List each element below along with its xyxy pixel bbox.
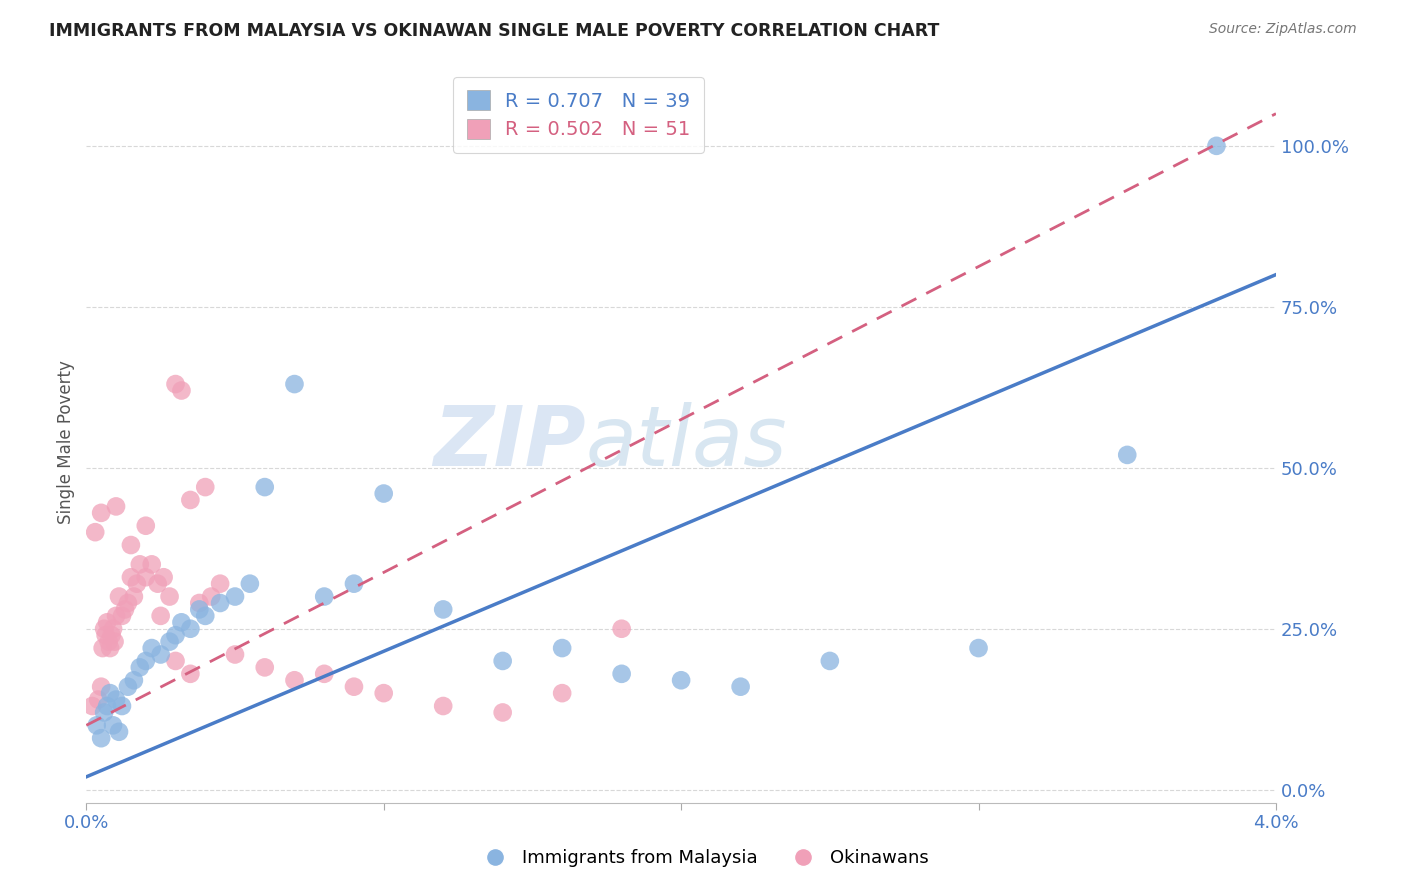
Point xyxy=(87,692,110,706)
Point xyxy=(610,666,633,681)
Point xyxy=(141,641,163,656)
Point xyxy=(98,686,121,700)
Point xyxy=(551,641,574,656)
Text: atlas: atlas xyxy=(586,401,787,483)
Point xyxy=(97,634,120,648)
Point xyxy=(343,576,366,591)
Point xyxy=(122,673,145,688)
Point xyxy=(432,602,454,616)
Point xyxy=(432,698,454,713)
Point xyxy=(1116,448,1139,462)
Point xyxy=(283,673,305,688)
Point xyxy=(105,608,128,623)
Point xyxy=(209,576,232,591)
Point xyxy=(730,680,752,694)
Point xyxy=(152,570,174,584)
Point xyxy=(96,615,118,630)
Point xyxy=(120,570,142,584)
Point xyxy=(108,590,131,604)
Point xyxy=(551,686,574,700)
Point xyxy=(93,706,115,720)
Point xyxy=(1205,139,1227,153)
Point xyxy=(91,641,114,656)
Y-axis label: Single Male Poverty: Single Male Poverty xyxy=(58,360,75,524)
Text: ZIP: ZIP xyxy=(433,401,586,483)
Point xyxy=(105,500,128,514)
Point xyxy=(90,506,112,520)
Point xyxy=(209,596,232,610)
Point xyxy=(159,634,181,648)
Point xyxy=(492,654,515,668)
Point xyxy=(610,622,633,636)
Legend: R = 0.707   N = 39, R = 0.502   N = 51: R = 0.707 N = 39, R = 0.502 N = 51 xyxy=(453,77,704,153)
Point xyxy=(149,608,172,623)
Point xyxy=(100,628,122,642)
Point xyxy=(314,666,336,681)
Point xyxy=(224,590,246,604)
Point xyxy=(188,596,211,610)
Point xyxy=(967,641,990,656)
Point xyxy=(114,602,136,616)
Point xyxy=(105,692,128,706)
Point xyxy=(135,570,157,584)
Point xyxy=(165,628,187,642)
Point xyxy=(314,590,336,604)
Point xyxy=(117,680,139,694)
Point xyxy=(90,680,112,694)
Point xyxy=(86,718,108,732)
Point xyxy=(239,576,262,591)
Point xyxy=(188,602,211,616)
Point xyxy=(98,641,121,656)
Point xyxy=(84,525,107,540)
Point xyxy=(373,486,395,500)
Point xyxy=(141,558,163,572)
Point xyxy=(93,622,115,636)
Point xyxy=(170,615,193,630)
Point xyxy=(200,590,222,604)
Point xyxy=(82,698,104,713)
Point xyxy=(253,480,276,494)
Point xyxy=(117,596,139,610)
Point xyxy=(108,724,131,739)
Point xyxy=(253,660,276,674)
Point xyxy=(818,654,841,668)
Point xyxy=(179,666,201,681)
Point xyxy=(96,698,118,713)
Point xyxy=(94,628,117,642)
Point xyxy=(492,706,515,720)
Point xyxy=(179,493,201,508)
Point xyxy=(669,673,692,688)
Point xyxy=(111,608,134,623)
Point xyxy=(101,718,124,732)
Point xyxy=(373,686,395,700)
Point xyxy=(111,698,134,713)
Point xyxy=(146,576,169,591)
Point xyxy=(128,660,150,674)
Point xyxy=(122,590,145,604)
Point xyxy=(135,518,157,533)
Point xyxy=(343,680,366,694)
Text: Source: ZipAtlas.com: Source: ZipAtlas.com xyxy=(1209,22,1357,37)
Legend: Immigrants from Malaysia, Okinawans: Immigrants from Malaysia, Okinawans xyxy=(470,842,936,874)
Point xyxy=(170,384,193,398)
Point xyxy=(159,590,181,604)
Point xyxy=(149,648,172,662)
Point xyxy=(283,377,305,392)
Point xyxy=(90,731,112,746)
Point xyxy=(125,576,148,591)
Point xyxy=(103,634,125,648)
Text: IMMIGRANTS FROM MALAYSIA VS OKINAWAN SINGLE MALE POVERTY CORRELATION CHART: IMMIGRANTS FROM MALAYSIA VS OKINAWAN SIN… xyxy=(49,22,939,40)
Point xyxy=(101,622,124,636)
Point xyxy=(179,622,201,636)
Point xyxy=(165,654,187,668)
Point xyxy=(165,377,187,392)
Point xyxy=(194,608,217,623)
Point xyxy=(135,654,157,668)
Point xyxy=(120,538,142,552)
Point xyxy=(194,480,217,494)
Point xyxy=(224,648,246,662)
Point xyxy=(128,558,150,572)
